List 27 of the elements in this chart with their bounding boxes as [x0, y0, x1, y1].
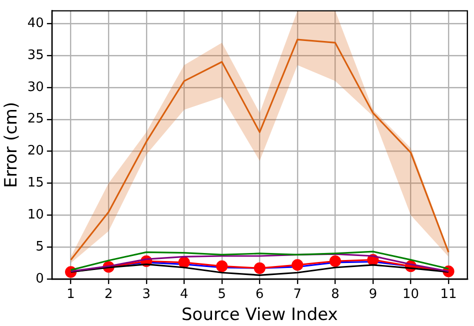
- point: [178, 256, 190, 268]
- y-tick-label: 20: [27, 144, 44, 159]
- y-tick-label: 40: [27, 16, 44, 31]
- x-tick-label: 4: [180, 287, 188, 302]
- x-tick-label: 3: [142, 287, 151, 302]
- y-tick-label: 25: [27, 112, 44, 127]
- y-tick-label: 15: [27, 176, 44, 191]
- x-tick-label: 10: [402, 287, 420, 302]
- x-tick-label: 6: [256, 287, 264, 302]
- y-tick-label: 5: [36, 239, 44, 254]
- y-tick-label: 30: [27, 80, 44, 95]
- x-tick-label: 2: [104, 287, 113, 302]
- point: [216, 260, 228, 272]
- y-axis-title: Error (cm): [2, 102, 22, 188]
- x-tick-label: 5: [218, 287, 226, 302]
- x-tick-label: 9: [368, 287, 378, 302]
- x-tick-label: 11: [440, 287, 457, 302]
- y-tick-label: 10: [27, 208, 44, 223]
- x-tick-label: 7: [293, 287, 302, 302]
- y-tick-label: 35: [27, 48, 44, 63]
- x-tick-label: 8: [331, 287, 340, 302]
- x-axis-title: Source View Index: [182, 305, 338, 326]
- point: [329, 255, 342, 267]
- point: [254, 262, 266, 274]
- point: [292, 259, 304, 271]
- x-tick-label: 1: [66, 287, 75, 302]
- y-tick-label: 0: [36, 271, 44, 286]
